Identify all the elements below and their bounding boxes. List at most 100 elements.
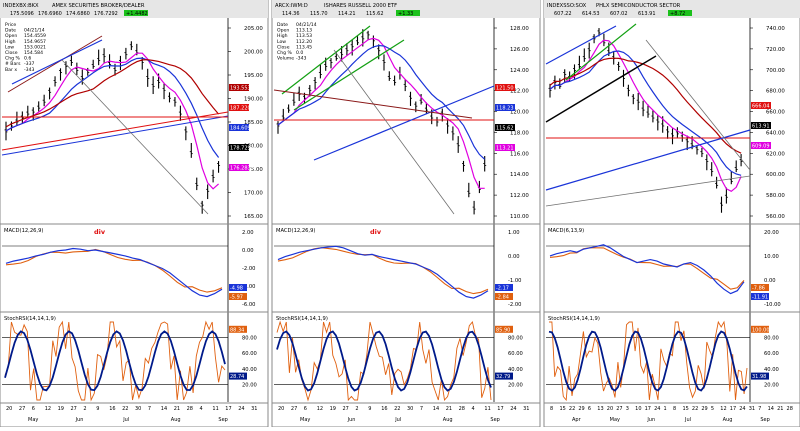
header-ohlc-value: 114.36 (282, 11, 300, 17)
date-tick-label: 14 (161, 406, 167, 412)
macd-label: MACD(12,26,9) (4, 228, 43, 234)
header-symbol: INDEXBX:BKX (3, 3, 39, 9)
date-tick-label: 29 (578, 406, 584, 412)
date-tick-label: 27 (343, 406, 349, 412)
change-badge (396, 10, 420, 16)
price-tick-label: 180.00 (244, 144, 263, 150)
stoch-tag-box (229, 325, 247, 333)
date-tick-label: 9 (96, 406, 99, 412)
date-tick-label: 10 (635, 406, 641, 412)
price-tick-label: 122.00 (510, 89, 529, 95)
price-tag-label: 115.62 (496, 126, 514, 132)
date-tick-label: 17 (730, 406, 736, 412)
stoch-tick-label: 20.00 (242, 382, 257, 388)
trendline-green (565, 23, 637, 81)
stoch-tick-label: 80.00 (508, 336, 523, 342)
stoch-fast-line (276, 320, 492, 402)
trendline-channel (11, 39, 103, 85)
stoch-tag-box (495, 325, 513, 333)
stoch-tick-label: 60.00 (764, 351, 779, 357)
stoch-tag-label: 31.98 (752, 374, 766, 380)
trendline-channel (545, 25, 617, 65)
stoch-tag-label: 32.79 (496, 374, 510, 380)
date-tick-label: 9 (368, 406, 371, 412)
info-box-value: 154.584 (24, 50, 43, 56)
info-box-value: 154.9657 (24, 39, 46, 45)
price-tick-label: 195.00 (244, 73, 263, 79)
date-tick-label: 24 (510, 406, 516, 412)
date-tick-label: 27 (291, 406, 297, 412)
price-tick-label: 116.00 (510, 151, 529, 157)
price-tag-label: 193.5536 (230, 86, 254, 92)
info-box-label: High (277, 33, 288, 39)
price-tick-label: 124.00 (510, 68, 529, 74)
info-box-label: Volume (277, 56, 294, 62)
stoch-tag-label: 88.34 (230, 327, 244, 333)
stoch-tick-label: 20.00 (764, 382, 779, 388)
header-ohlc-value: 614.53 (582, 11, 600, 17)
price-tick-label: 118.00 (510, 130, 529, 136)
divergence-label: div (370, 228, 382, 236)
stoch-tag-box (751, 325, 769, 333)
header-bar (544, 0, 800, 18)
date-tick-label: 28 (459, 406, 465, 412)
trendline-blue (545, 129, 751, 191)
date-tick-label: 7 (758, 406, 761, 412)
price-tick-label: 600.00 (766, 172, 785, 178)
info-box-label: Bar x (5, 67, 17, 73)
info-box-value: 112.20 (296, 39, 312, 45)
macd-tick-label: -4.00 (242, 284, 255, 290)
month-label: Jul (684, 417, 691, 423)
date-tick-label: 20 (607, 406, 613, 412)
ma-long-line (549, 57, 742, 154)
month-label: Jul (122, 417, 129, 423)
stoch-fast-line (4, 320, 226, 402)
macd-tag-label: -2.17 (496, 286, 509, 292)
macd-tick-label: 1.00 (508, 230, 520, 236)
price-tick-label: 680.00 (766, 89, 785, 95)
price-tag-label: 184.6098 (230, 126, 254, 132)
price-tick-label: 126.00 (510, 47, 529, 53)
info-box-label: Low (277, 39, 286, 45)
price-tag-box (751, 142, 771, 149)
macd-line (549, 244, 745, 295)
price-tag-box (751, 102, 771, 109)
macd-tag-box (751, 284, 769, 291)
date-tick-label: 28 (787, 406, 793, 412)
macd-line (5, 247, 223, 298)
macd-tick-label: 0.00 (242, 248, 254, 254)
header-ohlc-value: 176.7292 (94, 11, 118, 17)
date-tick-label: 31 (251, 406, 257, 412)
stoch-tag-box (495, 372, 513, 380)
macd-label: MACD(6,13,9) (548, 228, 584, 234)
price-tag-box (495, 84, 515, 91)
price-tick-label: 114.00 (510, 172, 529, 178)
stoch-tick-label: 60.00 (508, 351, 523, 357)
price-tag-box (229, 124, 249, 131)
date-tick-label: 11 (484, 406, 490, 412)
date-tick-label: 30 (407, 406, 413, 412)
date-tick-label: 19 (58, 406, 64, 412)
date-tick-label: 20 (6, 406, 12, 412)
month-label: May (28, 417, 38, 423)
info-box-label: Date (5, 28, 16, 34)
stoch-tick-label: 40.00 (242, 367, 257, 373)
price-tag-label: 187.2202 (230, 106, 254, 112)
price-tick-label: 190.00 (244, 97, 263, 103)
price-tick-label: 112.00 (510, 193, 529, 199)
stoch-tick-label: 60.00 (242, 351, 257, 357)
info-box-value: 0.6 (24, 56, 31, 62)
macd-tag-box (229, 293, 247, 300)
stoch-tick-label: 80.00 (242, 336, 257, 342)
stoch-tick-label: 40.00 (508, 367, 523, 373)
macd-tick-label: 0.00 (508, 254, 520, 260)
info-box-value: -343 (296, 56, 307, 62)
price-tick-label: 165.00 (244, 214, 263, 220)
date-tick-label: 22 (122, 406, 128, 412)
ma-fast-line (5, 52, 219, 190)
month-label: Jun (347, 417, 356, 423)
price-tag-label: 113.21 (496, 146, 514, 152)
trendline-blue (313, 85, 495, 161)
ma-slow-line (549, 50, 742, 176)
